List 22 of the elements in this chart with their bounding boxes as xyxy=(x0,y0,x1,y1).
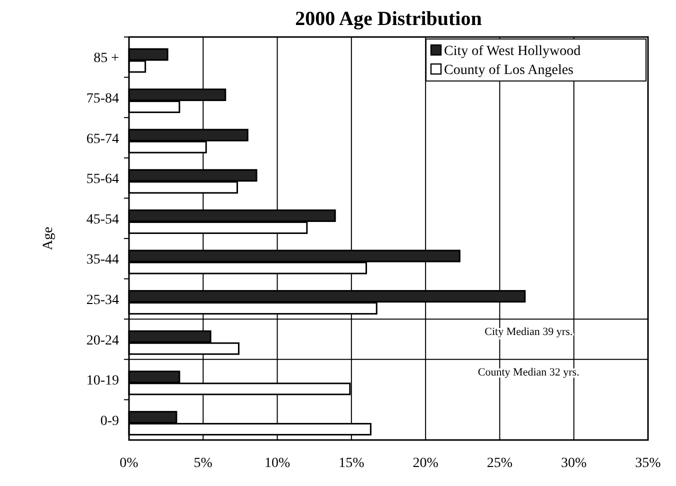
x-tick-label: 15% xyxy=(338,456,365,471)
y-tick-label: 45-54 xyxy=(86,212,119,228)
x-tick-label: 35% xyxy=(635,456,662,471)
y-tick-label: 20-24 xyxy=(86,333,119,348)
legend-label: City of West Hollywood xyxy=(444,44,581,59)
legend-label: County of Los Angeles xyxy=(444,63,574,78)
y-tick-label: 35-44 xyxy=(86,252,119,268)
y-tick-label: 10-19 xyxy=(86,374,119,389)
y-tick-label: 55-64 xyxy=(86,172,119,188)
x-tick-label: 20% xyxy=(412,456,439,471)
y-tick-label: 75-84 xyxy=(86,91,119,106)
x-tick-label: 25% xyxy=(486,456,513,471)
x-tick-label: 5% xyxy=(194,456,213,471)
chart-title: 2000 Age Distribution xyxy=(295,8,482,30)
x-tick-label: 0% xyxy=(120,456,139,471)
x-tick-label: 30% xyxy=(561,456,588,471)
y-axis-title: Age xyxy=(41,226,56,250)
y-tick-label: 65-74 xyxy=(86,132,119,147)
y-tick-label: 0-9 xyxy=(100,414,119,429)
x-tick-label: 10% xyxy=(264,456,290,471)
y-tick-label: 25-34 xyxy=(86,292,119,308)
y-tick-label: 85 + xyxy=(94,51,120,66)
